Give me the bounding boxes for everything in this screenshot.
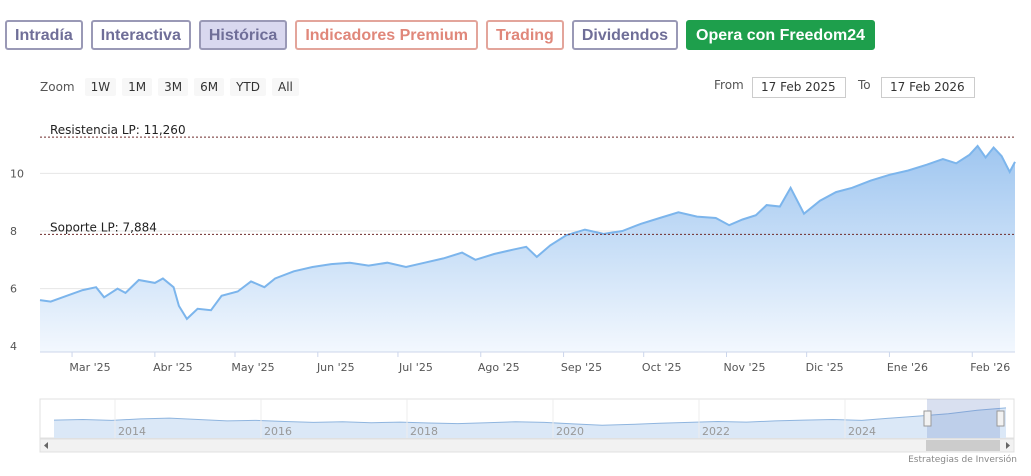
navigator-year-label: 2022 [702, 425, 730, 438]
y-tick-label: 6 [10, 283, 17, 296]
to-label: To [858, 78, 871, 92]
to-date-input[interactable]: 17 Feb 2026 [881, 77, 975, 98]
tab-historica[interactable]: Histórica [198, 20, 288, 50]
navigator-right-handle[interactable] [996, 410, 1005, 427]
resistance-label: Resistencia LP: 11,260 [50, 123, 186, 137]
zoom-ytd-button[interactable]: YTD [230, 78, 266, 96]
navigator-line [53, 407, 1007, 426]
tab-trading[interactable]: Trading [486, 20, 564, 50]
x-tick-label: May '25 [231, 361, 274, 374]
y-tick-label: 8 [10, 225, 17, 238]
from-date-input[interactable]: 17 Feb 2025 [752, 77, 846, 98]
x-tick-label: Mar '25 [69, 361, 110, 374]
zoom-3m-button[interactable]: 3M [158, 78, 189, 96]
zoom-all-button[interactable]: All [272, 78, 299, 96]
x-tick-label: Abr '25 [153, 361, 193, 374]
x-tick-label: Jul '25 [398, 361, 433, 374]
y-tick-label: 10 [10, 167, 24, 180]
support-label: Soporte LP: 7,884 [50, 220, 157, 234]
tab-dividendos[interactable]: Dividendos [571, 20, 679, 50]
scroll-right-arrow-icon[interactable] [1006, 442, 1010, 449]
tab-interactiva[interactable]: Interactiva [90, 20, 191, 50]
scrollbar-track[interactable] [39, 438, 1015, 453]
x-tick-label: Sep '25 [561, 361, 602, 374]
x-tick-label: Feb '26 [970, 361, 1010, 374]
navigator-selection[interactable] [927, 399, 1000, 438]
scrollbar-thumb[interactable] [926, 440, 1000, 451]
navigator-year-label: 2018 [410, 425, 438, 438]
x-tick-label: Dic '25 [806, 361, 844, 374]
zoom-label: Zoom [40, 80, 75, 94]
chart-credit: Estrategias de Inversión [908, 455, 1017, 465]
navigator-year-label: 2024 [848, 425, 876, 438]
price-line [39, 144, 1016, 321]
navigator-area [54, 407, 1006, 438]
zoom-6m-button[interactable]: 6M [194, 78, 225, 96]
x-tick-label: Nov '25 [724, 361, 766, 374]
tab-indicadores-premium[interactable]: Indicadores Premium [295, 20, 479, 50]
x-tick-label: Ago '25 [478, 361, 520, 374]
zoom-controls: Zoom 1W 1M 3M 6M YTD All [40, 78, 299, 96]
x-tick-label: Ene '26 [887, 361, 928, 374]
y-tick-label: 4 [10, 340, 17, 353]
x-tick-label: Jun '25 [316, 361, 355, 374]
from-label: From [714, 78, 744, 92]
tab-intradia[interactable]: Intradía [5, 20, 83, 50]
navigator-year-label: 2020 [556, 425, 584, 438]
navigator-left-handle[interactable] [923, 410, 932, 427]
scroll-left-arrow-icon[interactable] [44, 442, 48, 449]
zoom-1w-button[interactable]: 1W [84, 78, 117, 96]
opera-freedom24-button[interactable]: Opera con Freedom24 [686, 20, 875, 50]
navigator-year-label: 2016 [264, 425, 292, 438]
navigator-year-label: 2014 [118, 425, 146, 438]
tab-bar: Intradía Interactiva Histórica Indicador… [5, 20, 875, 50]
x-tick-label: Oct '25 [642, 361, 682, 374]
zoom-1m-button[interactable]: 1M [122, 78, 153, 96]
